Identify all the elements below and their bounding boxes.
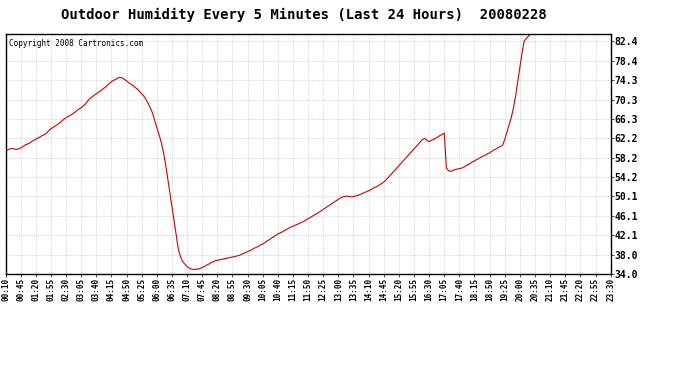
Text: Outdoor Humidity Every 5 Minutes (Last 24 Hours)  20080228: Outdoor Humidity Every 5 Minutes (Last 2…	[61, 8, 546, 22]
Text: Copyright 2008 Cartronics.com: Copyright 2008 Cartronics.com	[8, 39, 143, 48]
